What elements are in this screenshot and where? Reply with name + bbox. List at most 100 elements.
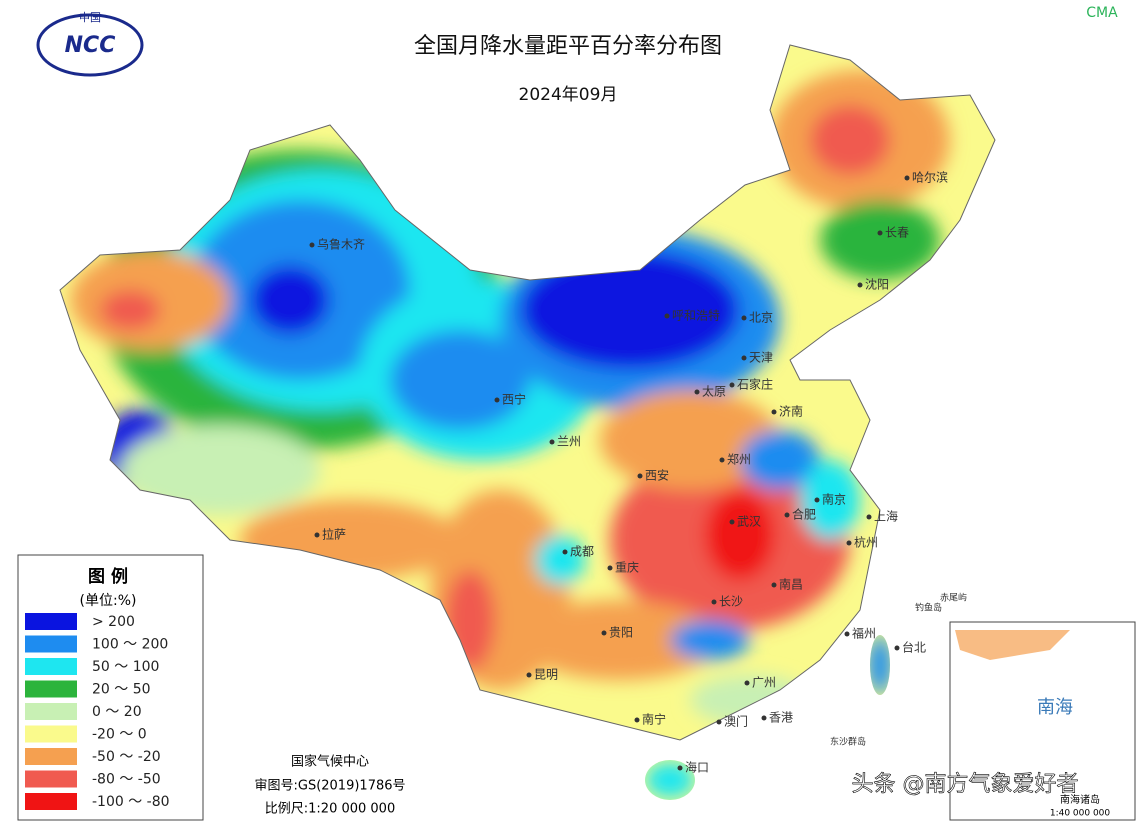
city-dot <box>844 631 850 637</box>
legend-label: -50 ～ -20 <box>92 749 161 765</box>
city-label: 兰州 <box>557 435 581 449</box>
border <box>59 44 996 741</box>
city-label: 西宁 <box>502 392 526 407</box>
legend-label: -80 ～ -50 <box>92 772 161 788</box>
city-label: 昆明 <box>534 668 558 682</box>
place-label: 钓鱼岛 <box>915 602 942 614</box>
city-label: 杭州 <box>854 535 878 550</box>
city-label: 长春 <box>885 226 909 240</box>
city-dot <box>771 409 777 415</box>
city-dot <box>729 519 735 525</box>
legend-label: 0 ～ 20 <box>92 704 142 720</box>
city-label: 郑州 <box>727 452 751 467</box>
city-dot <box>562 549 568 555</box>
city-dot <box>741 315 747 321</box>
city-dot <box>814 497 820 503</box>
legend-label: 100 ～ 200 <box>92 637 168 653</box>
city-dot <box>784 512 790 518</box>
city-dot <box>494 397 500 403</box>
legend-swatch <box>25 613 77 630</box>
footer-approval: 审图号:GS(2019)1786号 <box>254 779 405 794</box>
footer-agency: 国家气候中心 <box>291 754 369 770</box>
city-label: 济南 <box>779 404 803 419</box>
legend-label: 50 ～ 100 <box>92 659 159 675</box>
brand: CMA <box>1086 5 1118 21</box>
city-label: 哈尔滨 <box>912 170 948 185</box>
city-dot <box>744 680 750 686</box>
legend: 图 例 (单位:%) > 200 100 ～ 200 50 ～ 100 20 ～ 50… <box>17 554 204 821</box>
city-label: 海口 <box>685 760 709 775</box>
city-dot <box>601 630 607 636</box>
city-dot <box>741 355 747 361</box>
inset: 南海 南海诸岛 1:40 000 000 <box>949 621 1136 821</box>
city-label: 沈阳 <box>865 277 889 292</box>
city-dot <box>664 313 670 319</box>
city-label: 成都 <box>570 545 594 559</box>
logo-top: 中国 <box>79 11 101 24</box>
city-label: 广州 <box>752 676 776 690</box>
logo-text: NCC <box>65 33 116 58</box>
city-label: 香港 <box>769 711 793 725</box>
legend-swatch <box>25 658 77 675</box>
legend-swatch <box>25 703 77 720</box>
city-dot <box>761 715 767 721</box>
watermark: 头条 @南方气象爱好者 <box>852 772 1079 797</box>
city-dot <box>716 719 722 725</box>
city-dot <box>637 473 643 479</box>
city-dot <box>549 439 555 445</box>
inset-scale: 1:40 000 000 <box>1050 809 1111 819</box>
place-label: 东沙群岛 <box>830 736 866 748</box>
inset-title: 南海诸岛 <box>1060 793 1100 806</box>
city-label: 合肥 <box>792 507 816 522</box>
legend-swatch <box>25 635 77 653</box>
city-label: 台北 <box>902 640 926 655</box>
city-label: 上海 <box>874 509 898 524</box>
city-dot <box>771 582 777 588</box>
city-dot <box>894 645 900 651</box>
footer-scale: 比例尺:1:20 000 000 <box>265 802 395 817</box>
legend-unit: (单位:%) <box>80 593 137 609</box>
city-label: 南昌 <box>779 577 803 592</box>
city-dot <box>711 599 717 605</box>
city-label: 太原 <box>702 384 726 399</box>
city-label: 南宁 <box>642 712 666 727</box>
city-dot <box>526 672 532 678</box>
legend-label: 20 ～ 50 <box>92 682 151 698</box>
city-dot <box>904 175 910 181</box>
legend-label: -100 ～ -80 <box>92 794 170 810</box>
city-label: 拉萨 <box>322 527 346 542</box>
legend-label: > 200 <box>92 614 135 630</box>
city-dot <box>719 457 725 463</box>
city-dot <box>857 282 863 288</box>
city-label: 西安 <box>645 468 669 483</box>
city-label: 贵阳 <box>609 626 633 640</box>
city-dot <box>729 382 735 388</box>
city-label: 福州 <box>852 626 876 641</box>
legend-swatch <box>25 680 77 698</box>
legend-swatch <box>25 748 77 765</box>
legend-swatch <box>25 770 77 788</box>
title: 全国月降水量距平百分率分布图 <box>414 34 722 59</box>
city-label: 长沙 <box>719 595 743 609</box>
city-label: 武汉 <box>737 515 761 529</box>
city-dot <box>694 389 700 395</box>
inset-sea: 南海 <box>1037 697 1073 718</box>
logo: 中国 NCC <box>36 11 144 77</box>
city-dot <box>866 514 872 520</box>
city-dot <box>607 565 613 571</box>
city-dot <box>634 717 640 723</box>
city-dot <box>846 540 852 546</box>
legend-title: 图 例 <box>88 566 128 587</box>
legend-swatch <box>25 793 77 810</box>
city-label: 呼和浩特 <box>672 308 720 323</box>
city-label: 乌鲁木齐 <box>317 237 365 252</box>
city-dot <box>877 230 883 236</box>
city-dot <box>314 532 320 538</box>
city-label: 石家庄 <box>737 377 773 392</box>
city-label: 重庆 <box>615 561 639 575</box>
city-dot <box>309 242 315 248</box>
city-label: 南京 <box>822 492 846 507</box>
city-label: 北京 <box>749 311 773 325</box>
